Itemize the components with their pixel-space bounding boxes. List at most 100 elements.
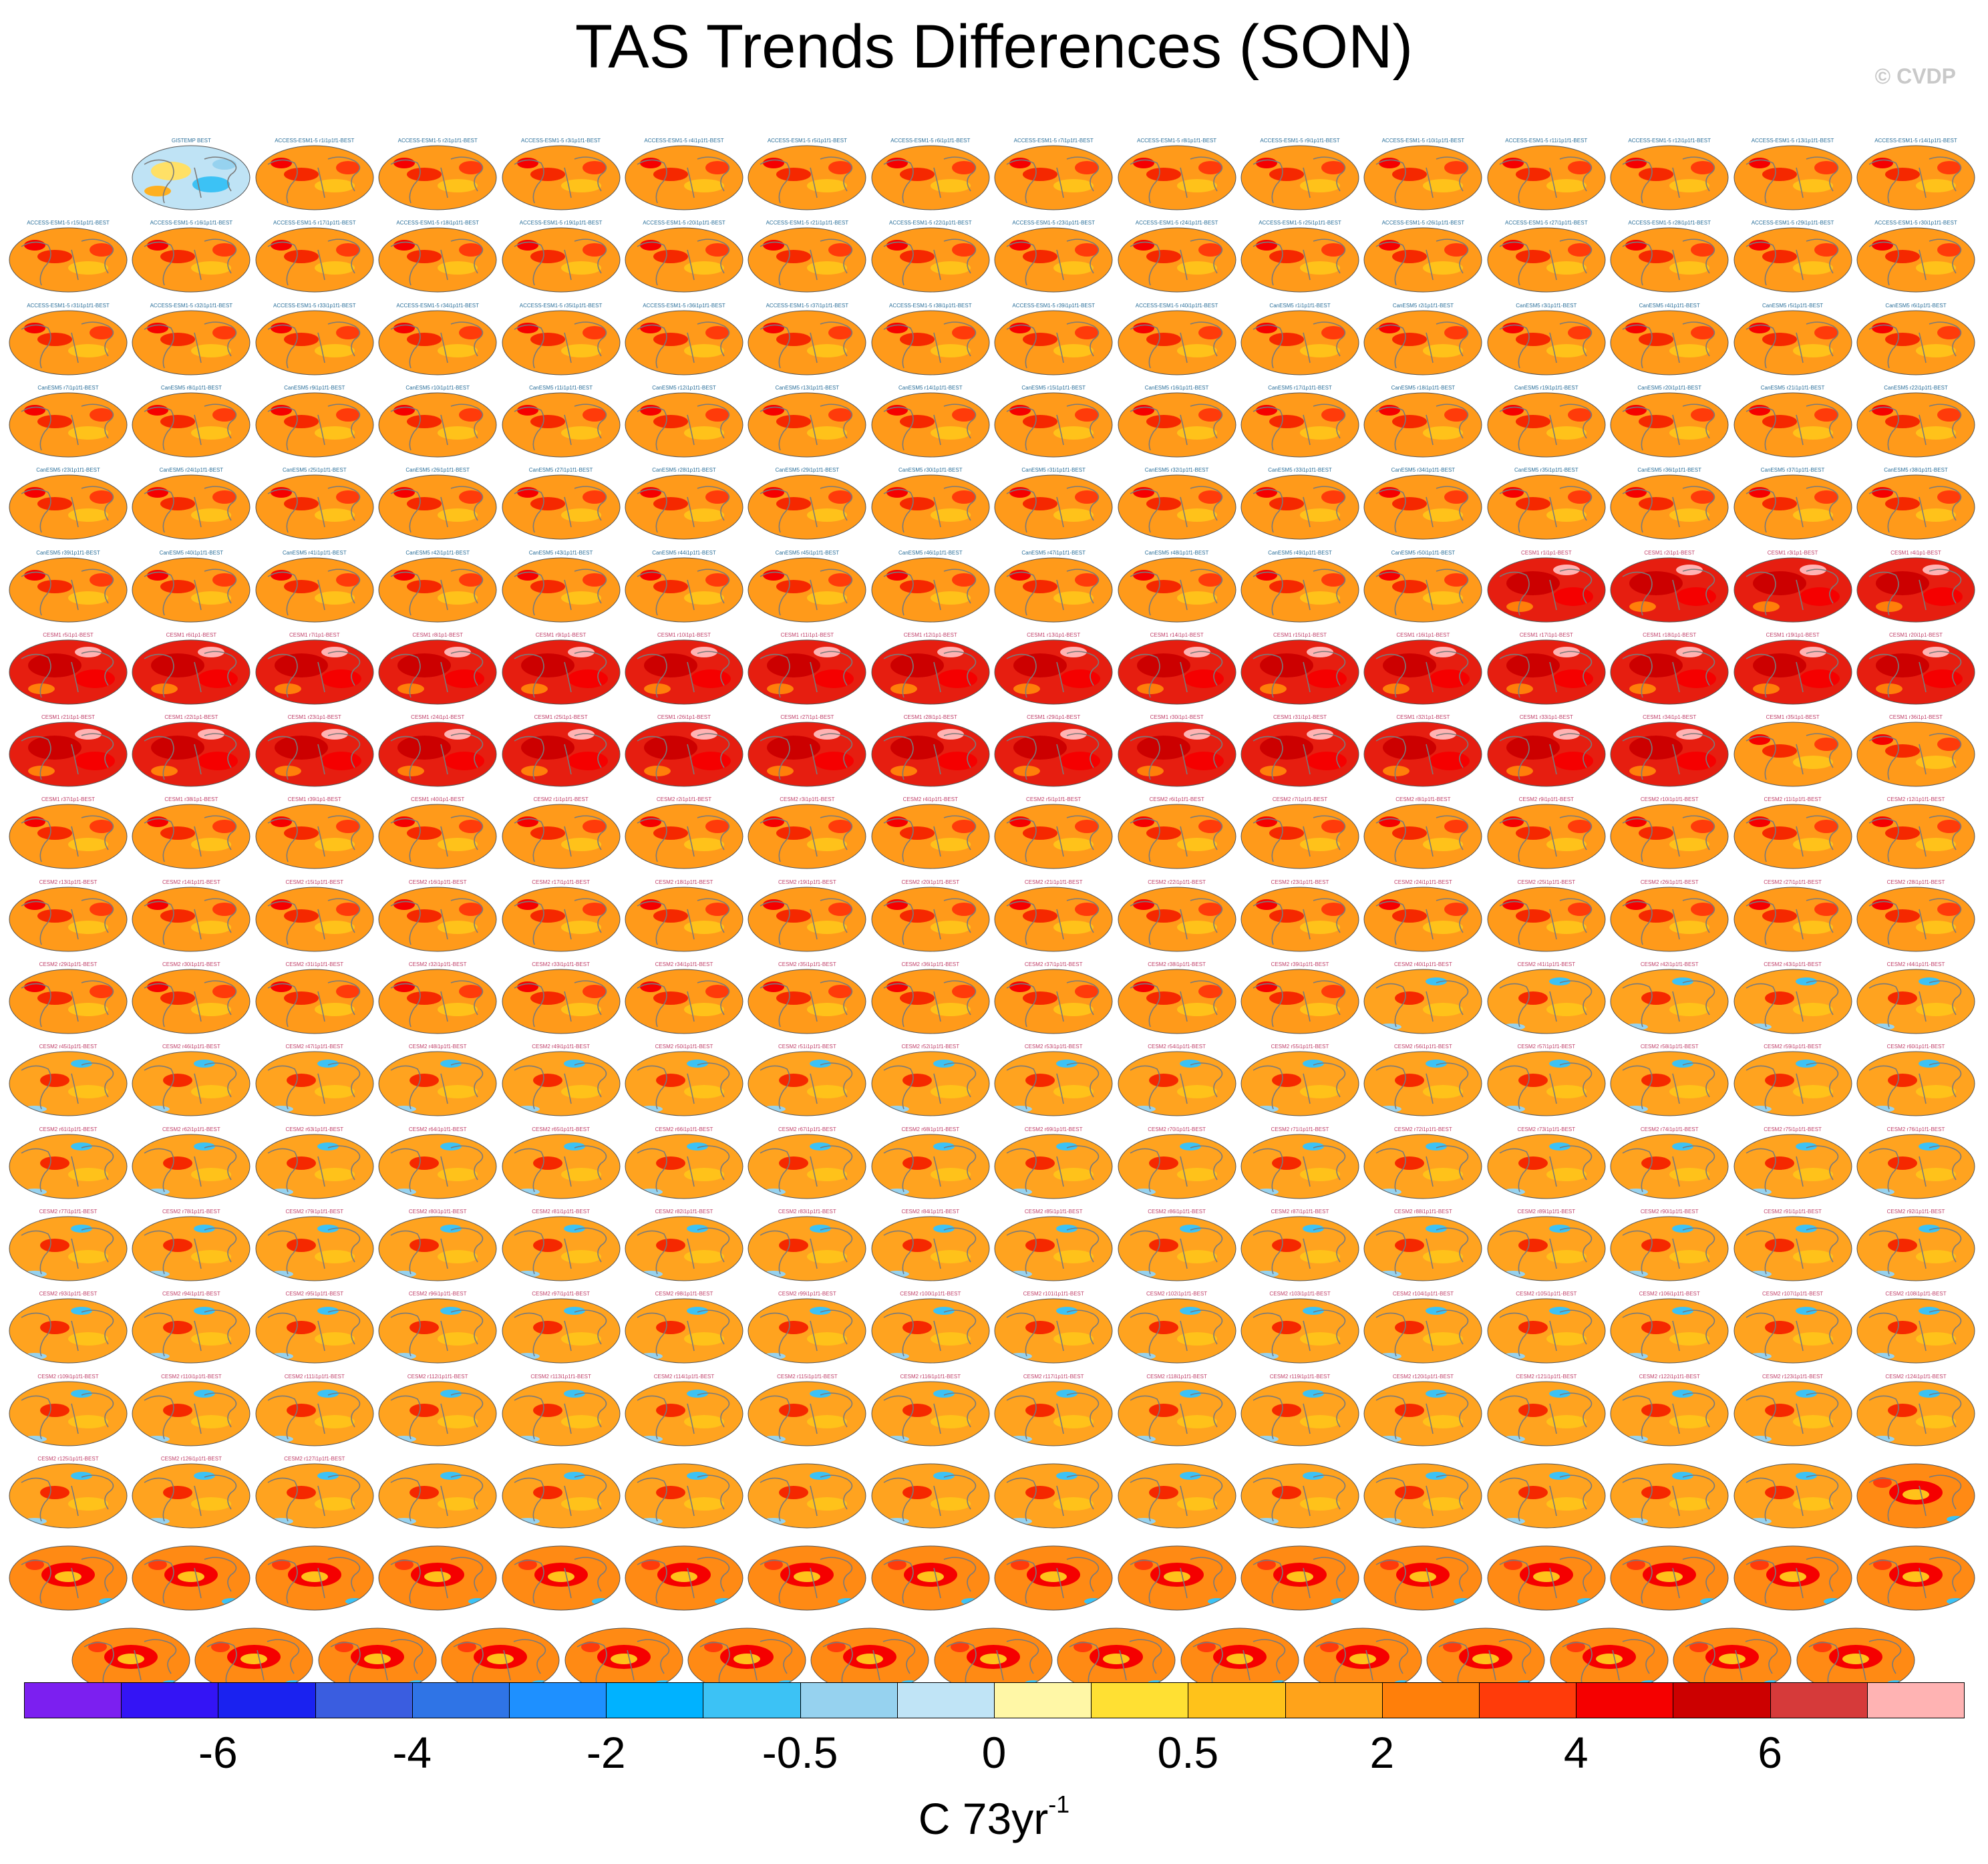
map-panel-label: CanESM5 r22i1p1f1-BEST	[1884, 384, 1948, 391]
map-panel: CanESM5 r36i1p1f1-BEST	[1609, 467, 1729, 542]
map-panel: CESM2 r5i1p1f1-BEST	[993, 796, 1114, 871]
map-panel: CanESM5 r22i1p1f1-BEST	[1856, 385, 1976, 460]
map-panel-label: CanESM5 r15i1p1f1-BEST	[1021, 384, 1086, 391]
trend-map	[255, 1381, 374, 1446]
colorbar-box	[1285, 1682, 1383, 1718]
map-panel	[1486, 1538, 1607, 1613]
trend-map	[9, 310, 128, 375]
map-panel: CESM1 r13i1p1-BEST	[993, 632, 1114, 707]
map-panel-label: CanESM5 r20i1p1f1-BEST	[1637, 384, 1701, 391]
trend-map	[1118, 1051, 1236, 1116]
map-panel-label: CESM2 r123i1p1f1-BEST	[1762, 1373, 1824, 1380]
trend-map	[1118, 227, 1236, 293]
trend-map	[1240, 557, 1359, 622]
map-panel-label: ACCESS-ESM1-5 r6i1p1f1-BEST	[890, 138, 971, 144]
map-panel-label: CESM2 r25i1p1f1-BEST	[1517, 879, 1576, 885]
map-panel-label: ACCESS-ESM1-5 r34i1p1f1-BEST	[396, 302, 479, 309]
map-panel-label: CESM2 r70i1p1f1-BEST	[1148, 1126, 1206, 1132]
map-panel-label: CanESM5 r33i1p1f1-BEST	[1268, 467, 1332, 474]
map-panel: CanESM5 r29i1p1f1-BEST	[747, 467, 867, 542]
trend-map	[378, 1216, 497, 1281]
map-panel: CESM2 r57i1p1f1-BEST	[1486, 1044, 1607, 1118]
map-panel-label: CESM1 r29i1p1-BEST	[1027, 714, 1081, 721]
trend-map	[132, 969, 251, 1034]
map-panel-label: CESM2 r91i1p1f1-BEST	[1764, 1208, 1822, 1215]
colorbar-tick-label: -0.5	[762, 1728, 838, 1777]
map-panel-label: CanESM5 r36i1p1f1-BEST	[1637, 467, 1701, 474]
map-panel-label: CanESM5 r37i1p1f1-BEST	[1760, 467, 1825, 474]
trend-map	[1240, 1463, 1359, 1529]
colorbar-tick-label: -6	[198, 1728, 238, 1777]
map-panel-label: CanESM5 r31i1p1f1-BEST	[1021, 467, 1086, 474]
trend-map	[748, 722, 866, 787]
map-panel: CanESM5 r34i1p1f1-BEST	[1363, 467, 1483, 542]
map-panel: ACCESS-ESM1-5 r21i1p1f1-BEST	[747, 220, 867, 295]
trend-map	[1240, 1545, 1359, 1611]
trend-map	[255, 145, 374, 210]
map-panel-label: CESM1 r30i1p1-BEST	[1150, 714, 1204, 721]
map-panel-label: ACCESS-ESM1-5 r24i1p1f1-BEST	[1135, 220, 1218, 226]
trend-map	[9, 804, 128, 869]
map-panel: CESM2 r115i1p1f1-BEST	[747, 1374, 867, 1448]
map-panel-label: ACCESS-ESM1-5 r10i1p1f1-BEST	[1381, 138, 1465, 144]
map-panel: CanESM5 r49i1p1f1-BEST	[1240, 550, 1360, 625]
colorbar-box	[24, 1682, 122, 1718]
map-panel-label: CESM2 r53i1p1f1-BEST	[1024, 1044, 1083, 1050]
trend-map	[1610, 1463, 1729, 1529]
trend-map	[1240, 1134, 1359, 1199]
trend-map	[441, 1627, 560, 1693]
map-panel	[993, 1538, 1114, 1613]
map-panel: CESM2 r8i1p1f1-BEST	[1363, 796, 1483, 871]
map-panel: CanESM5 r15i1p1f1-BEST	[993, 385, 1114, 460]
colorbar-tick-label: 4	[1563, 1728, 1589, 1777]
map-panel-label: CESM2 r78i1p1f1-BEST	[162, 1208, 220, 1215]
map-panel: ACCESS-ESM1-5 r17i1p1f1-BEST	[255, 220, 375, 295]
trend-map	[1363, 474, 1482, 540]
map-panel: ACCESS-ESM1-5 r28i1p1f1-BEST	[1609, 220, 1729, 295]
trend-map	[1240, 227, 1359, 293]
map-panel-label: CESM2 r49i1p1f1-BEST	[532, 1044, 590, 1050]
map-panel	[747, 1456, 867, 1531]
trend-map	[748, 887, 866, 952]
colorbar-tick-label: 0.5	[1157, 1728, 1219, 1777]
map-panel: CESM2 r67i1p1f1-BEST	[747, 1126, 867, 1201]
colorbar-box	[606, 1682, 704, 1718]
trend-map	[255, 227, 374, 293]
map-panel-label: CESM1 r27i1p1-BEST	[780, 714, 834, 721]
map-panel-label: CESM2 r45i1p1f1-BEST	[39, 1044, 98, 1050]
map-panel-label: CESM1 r24i1p1-BEST	[411, 714, 465, 721]
map-panel-label: CESM2 r29i1p1f1-BEST	[39, 961, 98, 967]
map-panel: CESM2 r118i1p1f1-BEST	[1117, 1374, 1237, 1448]
map-panel-label: CanESM5 r16i1p1f1-BEST	[1144, 384, 1209, 391]
map-panel: CESM2 r36i1p1f1-BEST	[870, 961, 991, 1036]
trend-map	[994, 1463, 1113, 1529]
map-panel: CESM2 r91i1p1f1-BEST	[1733, 1209, 1853, 1283]
map-panel: CESM1 r34i1p1-BEST	[1609, 714, 1729, 789]
map-panel: CESM2 r113i1p1f1-BEST	[501, 1374, 621, 1448]
trend-map	[502, 1216, 621, 1281]
map-panel-label: CESM1 r19i1p1-BEST	[1766, 631, 1820, 638]
trend-map	[625, 804, 743, 869]
map-panel: CESM2 r30i1p1f1-BEST	[131, 961, 251, 1036]
map-panel: CanESM5 r25i1p1f1-BEST	[255, 467, 375, 542]
map-panel: CESM2 r16i1p1f1-BEST	[377, 879, 498, 954]
map-panel: CESM2 r34i1p1f1-BEST	[624, 961, 744, 1036]
trend-map	[132, 227, 251, 293]
map-panel-label: CESM2 r121i1p1f1-BEST	[1516, 1373, 1577, 1380]
map-panel: CESM2 r54i1p1f1-BEST	[1117, 1044, 1237, 1118]
map-panel: CESM2 r24i1p1f1-BEST	[1363, 879, 1483, 954]
map-panel-label: CESM2 r52i1p1f1-BEST	[901, 1044, 960, 1050]
trend-map	[1610, 1298, 1729, 1364]
map-panel-label: CESM2 r75i1p1f1-BEST	[1764, 1126, 1822, 1132]
trend-map	[1856, 227, 1975, 293]
map-panel-label: CanESM5 r47i1p1f1-BEST	[1021, 549, 1086, 556]
map-panel-label: ACCESS-ESM1-5 r29i1p1f1-BEST	[1751, 220, 1834, 226]
map-panel: CESM1 r26i1p1-BEST	[624, 714, 744, 789]
map-panel-label: CESM2 r16i1p1f1-BEST	[408, 879, 467, 885]
map-panel: CESM2 r76i1p1f1-BEST	[1856, 1126, 1976, 1201]
map-panel-label: CESM2 r117i1p1f1-BEST	[1023, 1373, 1084, 1380]
map-panel-label: ACCESS-ESM1-5 r31i1p1f1-BEST	[27, 302, 110, 309]
map-panel-label: CESM2 r95i1p1f1-BEST	[285, 1291, 344, 1297]
map-panel-label: CanESM5 r24i1p1f1-BEST	[159, 467, 224, 474]
trend-map	[9, 1134, 128, 1199]
